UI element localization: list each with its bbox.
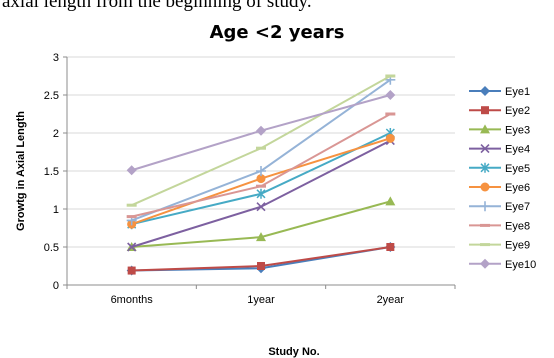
data-point-eye10: [256, 125, 266, 136]
data-point-eye5: [256, 188, 266, 199]
y-tick-label: 2: [53, 128, 59, 140]
legend-label: Eye2: [505, 105, 530, 117]
legend-label: Eye3: [505, 124, 530, 136]
data-point-eye6: [256, 174, 266, 184]
series-eye2: [127, 243, 395, 275]
y-axis-title: Growtg in Axial Length: [15, 111, 27, 231]
caption-fragment: axial length from the beginning of study…: [2, 0, 312, 12]
legend-marker: [480, 124, 490, 134]
legend-item-eye2: Eye2: [469, 105, 530, 117]
legend-item-eye3: Eye3: [469, 124, 530, 136]
series-eye6: [127, 133, 395, 229]
legend-label: Eye1: [505, 86, 530, 98]
y-tick-label: 0: [53, 280, 59, 292]
legend-item-eye5: Eye5: [469, 162, 530, 175]
data-point-eye4: [127, 242, 137, 252]
series-eye10: [126, 90, 396, 176]
legend-marker: [480, 201, 490, 212]
data-point-eye4: [256, 202, 266, 212]
legend-item-eye1: Eye1: [469, 86, 530, 98]
legend-label: Eye4: [505, 144, 530, 156]
legend: Eye1 Eye2 Eye3 Eye4 Eye5 Eye6 Eye7 Eye8 Eye9 Eye1…: [469, 86, 536, 271]
legend-item-eye10: Eye10: [469, 258, 536, 271]
x-axis-tick-labels: 6months 1year 2year: [111, 294, 405, 306]
y-tick-label: 3: [53, 52, 59, 64]
legend-label: Eye9: [505, 240, 530, 252]
legend-item-eye7: Eye7: [469, 201, 530, 213]
legend-label: Eye10: [505, 259, 536, 271]
legend-marker: [481, 106, 489, 115]
legend-label: Eye5: [505, 163, 530, 175]
y-tick-label: 1: [53, 204, 59, 216]
data-point-eye8: [256, 184, 266, 188]
legend-item-eye9: Eye9: [469, 240, 530, 252]
legend-label: Eye8: [505, 220, 530, 232]
legend-item-eye8: Eye8: [469, 220, 530, 232]
data-point-eye3: [385, 196, 396, 206]
data-point-eye3: [256, 232, 266, 242]
legend-marker: [480, 223, 490, 227]
data-point-eye6: [385, 133, 395, 143]
x-tick-label: 1year: [247, 294, 275, 306]
y-tick-label: 1.5: [44, 166, 59, 178]
series-eye8: [126, 112, 396, 219]
data-point-eye2: [257, 262, 265, 270]
data-point-eye7: [256, 166, 266, 176]
legend-item-eye4: Eye4: [469, 144, 530, 156]
legend-item-eye6: Eye6: [469, 182, 530, 194]
data-point-eye9: [385, 74, 396, 78]
data-point-eye8: [385, 112, 396, 116]
x-tick-label: 2year: [377, 294, 405, 306]
chart-title: Age <2 years: [210, 22, 345, 43]
legend-label: Eye6: [505, 182, 530, 194]
y-axis-tick-labels: 0 0.5 1 1.5 2 2.5 3: [44, 52, 59, 292]
data-point-eye10: [385, 90, 396, 100]
data-point-eye9: [126, 203, 137, 207]
legend-marker: [480, 258, 490, 269]
data-point-eye8: [126, 215, 137, 219]
legend-marker: [480, 182, 490, 192]
legend-marker: [480, 162, 490, 173]
series-eye9: [126, 74, 396, 207]
data-point-eye10: [126, 165, 137, 176]
data-point-eye9: [256, 146, 266, 150]
gridlines: [63, 56, 456, 289]
y-tick-label: 0.5: [44, 242, 59, 254]
legend-marker: [480, 86, 490, 96]
y-tick-label: 2.5: [44, 90, 59, 102]
data-point-eye2: [386, 243, 395, 251]
data-point-eye2: [127, 266, 136, 275]
x-axis-title: Study No.: [268, 346, 319, 358]
series-eye3: [126, 196, 396, 251]
legend-label: Eye7: [505, 201, 530, 213]
legend-marker: [480, 243, 490, 247]
x-tick-label: 6months: [111, 294, 154, 306]
series-lines: [126, 74, 396, 276]
legend-marker: [480, 144, 490, 154]
